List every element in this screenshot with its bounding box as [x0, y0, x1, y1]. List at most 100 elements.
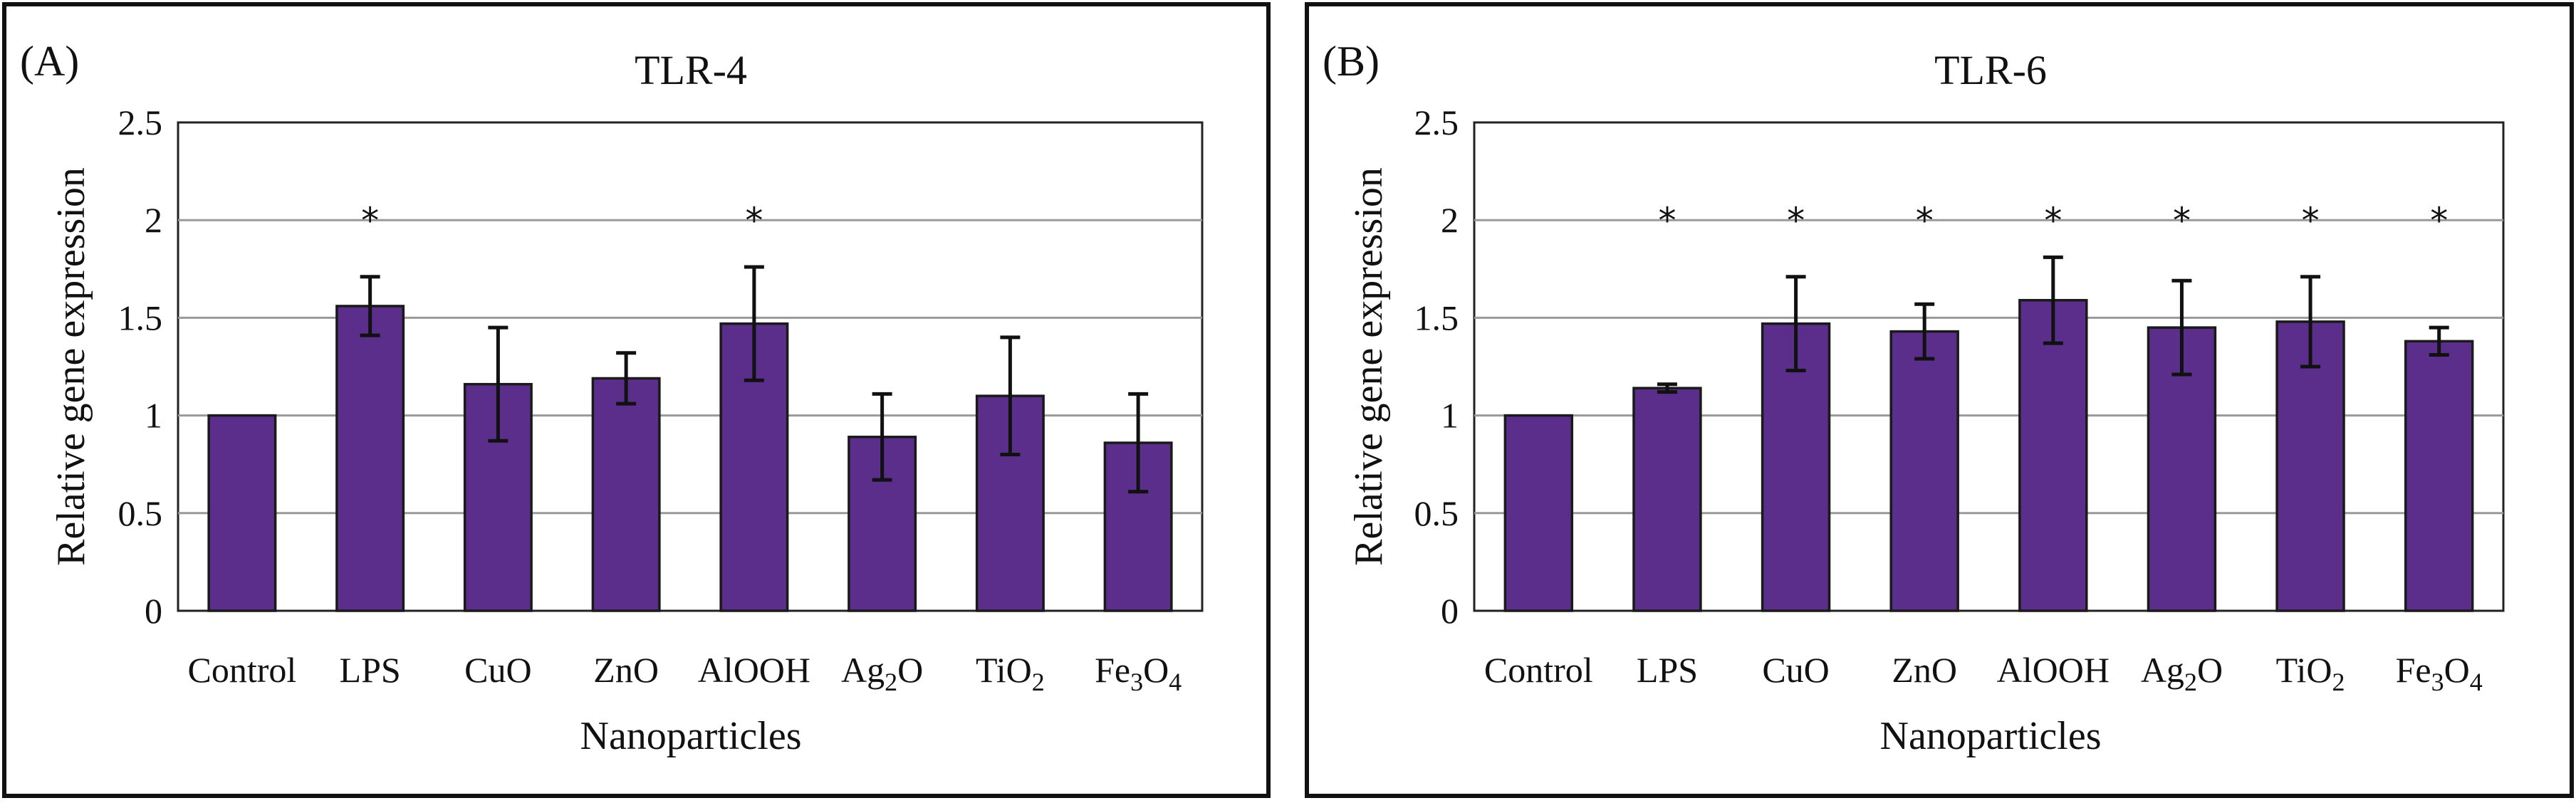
y-tick-label: 1.5: [1414, 298, 1459, 337]
error-bar: [1785, 275, 1806, 372]
y-tick-label: 0.5: [1414, 493, 1459, 533]
error-bar: [2171, 278, 2192, 377]
x-category-label: LPS: [340, 650, 401, 690]
category-text: CuO: [1762, 650, 1829, 690]
panel-label: (B): [1323, 38, 1380, 85]
category-subscript: 4: [1169, 668, 1182, 696]
y-tick-label: 1.5: [118, 298, 163, 337]
x-category-label: Fe3O4: [1095, 650, 1182, 696]
significance-marker: *: [2302, 200, 2320, 241]
error-bar: [2300, 275, 2321, 369]
category-text: Fe: [1095, 650, 1130, 690]
y-axis-label: Relative gene expression: [1347, 167, 1391, 566]
category-text: TiO: [976, 650, 1032, 690]
y-tick-label: 2: [145, 200, 162, 240]
bar: [1632, 387, 1702, 612]
x-category-label: CuO: [1762, 650, 1829, 690]
y-tick-label: 2: [1441, 200, 1459, 240]
chart-title: TLR-6: [1934, 47, 2047, 93]
error-bar: [616, 351, 637, 406]
panel-tlr-4: (A) TLR-4 0 0.5 1 1.5 2 2.5 Control * LPS CuO ZnO * Al…: [2, 2, 1271, 798]
category-text: LPS: [1637, 650, 1698, 690]
x-category-label: TiO2: [976, 650, 1045, 696]
x-category-label: Control: [1484, 650, 1593, 690]
bar: [2404, 340, 2474, 612]
x-category-label: AlOOH: [1997, 650, 2110, 690]
category-text: Ag: [2141, 650, 2184, 690]
x-category-label: Fe3O4: [2396, 650, 2483, 696]
y-tick-label: 0: [1441, 591, 1459, 631]
significance-marker: *: [2044, 200, 2062, 241]
x-category-label: LPS: [1637, 650, 1698, 690]
y-tick-label: 1: [1441, 396, 1459, 436]
y-axis-label: Relative gene expression: [49, 167, 93, 566]
y-tick-label: 2.5: [1414, 103, 1459, 142]
bar: [2018, 298, 2088, 612]
x-category-label: ZnO: [1892, 650, 1957, 690]
plot-area: [1473, 121, 2505, 612]
error-bar: [1657, 382, 1677, 394]
category-subscript: 2: [2332, 668, 2345, 696]
significance-marker: *: [1658, 200, 1676, 241]
significance-marker: *: [361, 200, 379, 241]
category-text: Control: [1484, 650, 1593, 690]
chart-title: TLR-4: [635, 47, 747, 93]
category-text: AlOOH: [698, 650, 810, 690]
y-tick-label: 2.5: [118, 103, 163, 142]
category-text: TiO: [2276, 650, 2332, 690]
category-text: Control: [187, 650, 296, 690]
x-category-label: ZnO: [593, 650, 659, 690]
category-subscript: 3: [2431, 668, 2444, 696]
bar: [207, 414, 277, 612]
significance-marker: *: [1916, 200, 1934, 241]
error-bar: [1000, 335, 1021, 456]
x-category-label: Control: [187, 650, 296, 690]
category-text: Ag: [841, 650, 885, 690]
category-subscript: 3: [1130, 668, 1143, 696]
x-category-label: TiO2: [2276, 650, 2345, 696]
error-bar: [744, 265, 764, 382]
category-text: AlOOH: [1997, 650, 2110, 690]
bar: [591, 377, 661, 612]
error-bar: [1128, 392, 1149, 494]
x-axis-label: Nanoparticles: [580, 714, 802, 758]
y-tick-label: 0: [145, 591, 162, 631]
significance-marker: *: [2430, 200, 2448, 241]
bar: [1889, 330, 1959, 612]
bar: [2275, 320, 2345, 612]
category-subscript: 2: [1032, 668, 1045, 696]
category-text: ZnO: [1892, 650, 1957, 690]
category-text: LPS: [340, 650, 401, 690]
error-bar: [872, 392, 892, 482]
y-tick-label: 1: [145, 396, 162, 436]
error-bar: [2043, 255, 2063, 345]
error-bar: [2429, 325, 2449, 357]
significance-marker: *: [2173, 200, 2191, 241]
category-subscript: 4: [2470, 668, 2483, 696]
x-category-label: Ag2O: [2141, 650, 2223, 696]
category-subscript: 2: [885, 668, 897, 696]
significance-marker: *: [745, 200, 763, 241]
x-category-label: AlOOH: [698, 650, 810, 690]
error-bar: [360, 275, 380, 337]
category-text: O: [897, 650, 923, 690]
x-category-label: Ag2O: [841, 650, 923, 696]
category-text: CuO: [464, 650, 531, 690]
bar: [1503, 414, 1574, 612]
x-category-label: CuO: [464, 650, 531, 690]
category-text: ZnO: [593, 650, 659, 690]
error-bar: [488, 325, 509, 443]
category-text: O: [2197, 650, 2223, 690]
error-bar: [1914, 302, 1935, 361]
bar: [335, 305, 405, 612]
category-text: Fe: [2396, 650, 2431, 690]
category-text: O: [2444, 650, 2470, 690]
plot-area: [177, 121, 1204, 612]
category-subscript: 2: [2184, 668, 2197, 696]
panel-tlr-6: (B) TLR-6 0 0.5 1 1.5 2 2.5 Control * LPS * CuO * ZnO *…: [1305, 2, 2574, 798]
category-text: O: [1143, 650, 1169, 690]
y-tick-label: 0.5: [118, 493, 163, 533]
x-axis-label: Nanoparticles: [1880, 714, 2102, 758]
significance-marker: *: [1787, 200, 1805, 241]
